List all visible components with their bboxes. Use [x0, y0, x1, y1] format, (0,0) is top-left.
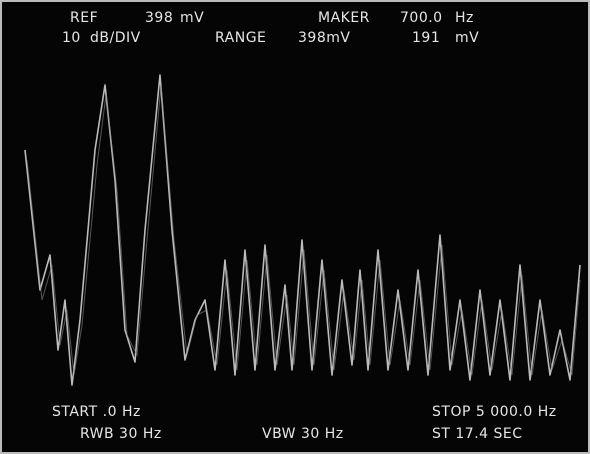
marker-value: 700.0	[400, 10, 443, 26]
ref-unit: mV	[180, 10, 204, 26]
marker-label: MAKER	[318, 10, 370, 26]
scale-value: 10	[62, 30, 81, 46]
marker-level-unit: mV	[455, 30, 479, 46]
marker-unit: Hz	[455, 10, 474, 26]
sweep-time: ST 17.4 SEC	[432, 426, 523, 442]
marker-level: 191	[412, 30, 440, 46]
scale-unit: dB/DIV	[90, 30, 141, 46]
start-frequency: START .0 Hz	[52, 404, 141, 420]
resolution-bandwidth: RWB 30 Hz	[80, 426, 162, 442]
ref-value: 398	[145, 10, 173, 26]
range-label: RANGE	[215, 30, 266, 46]
page: {"header": {"line1": ["REF", "398", "mV"…	[0, 0, 590, 454]
range-value: 398mV	[298, 30, 350, 46]
analyzer-screen: REF 398 mV MAKER 700.0 Hz 10 dB/DIV RANG…	[0, 0, 590, 454]
ref-label: REF	[70, 10, 98, 26]
video-bandwidth: VBW 30 Hz	[262, 426, 344, 442]
stop-frequency: STOP 5 000.0 Hz	[432, 404, 557, 420]
